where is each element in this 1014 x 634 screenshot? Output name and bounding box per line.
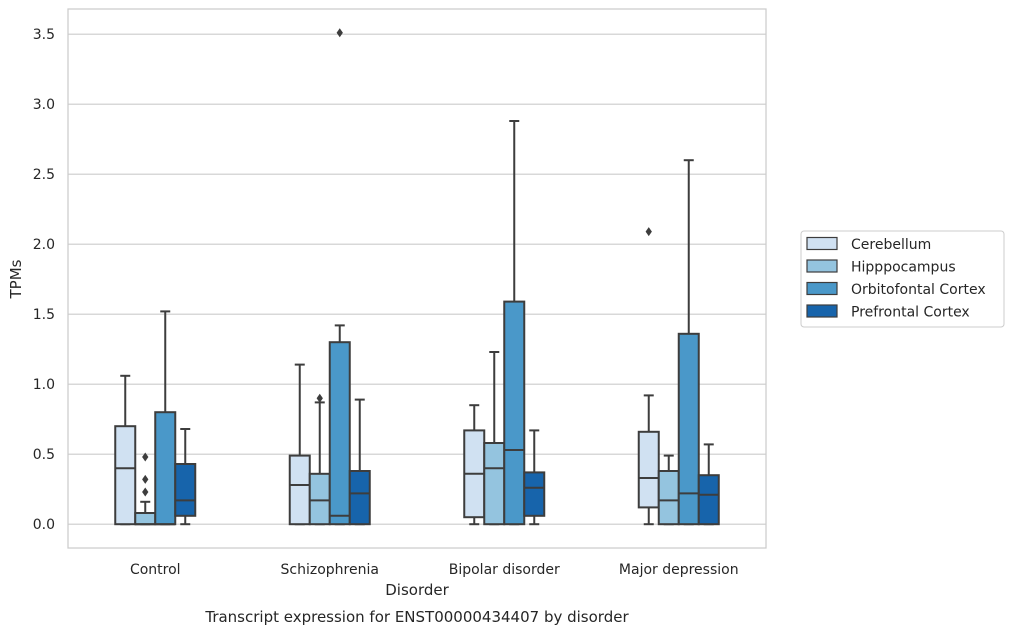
iqr-box <box>154 411 177 526</box>
box-3-0 <box>174 428 197 526</box>
iqr-box <box>308 472 331 526</box>
iqr-box <box>503 300 526 526</box>
box-0-3 <box>637 227 660 526</box>
outlier-point <box>336 28 343 38</box>
iqr-box <box>288 454 311 526</box>
iqr-box <box>114 425 137 526</box>
legend-label: Prefrontal Cortex <box>851 305 970 321</box>
legend-swatch <box>806 281 838 296</box>
legend: Cerebellum Hipppocampus Orbitofontal Corte… <box>800 230 1005 328</box>
y-tick-label: 0.0 <box>33 517 55 533</box>
box-2-3 <box>677 159 700 526</box>
outlier-point <box>645 227 652 237</box>
y-tick-label: 1.0 <box>33 377 55 393</box>
y-tick-label: 2.5 <box>33 167 55 183</box>
outlier-point <box>142 474 149 484</box>
legend-swatch <box>806 236 838 251</box>
y-tick-labels: 0.0 0.5 1.0 1.5 2.0 2.5 3.0 3.5 <box>33 27 55 533</box>
y-tick-label: 0.5 <box>33 447 55 463</box>
boxes <box>114 28 720 526</box>
chart-caption: Transcript expression for ENST0000043440… <box>204 608 629 626</box>
x-tick-label: Bipolar disorder <box>449 562 560 578</box>
y-axis-label: TPMs <box>7 259 25 299</box>
y-tick-label: 2.0 <box>33 237 55 253</box>
iqr-box <box>134 512 157 526</box>
iqr-box <box>657 470 680 526</box>
box-2-1 <box>328 28 351 526</box>
box-1-2 <box>483 351 506 526</box>
box-3-1 <box>348 398 371 526</box>
outlier-point <box>142 487 149 497</box>
y-tick-label: 3.5 <box>33 27 55 43</box>
iqr-box <box>483 442 506 526</box>
y-tick-label: 3.0 <box>33 97 55 113</box>
box-0-0 <box>114 374 137 526</box>
iqr-box <box>637 430 660 509</box>
x-tick-labels: Control Schizophrenia Bipolar disorder Majo… <box>130 562 739 578</box>
iqr-box <box>348 470 371 526</box>
iqr-box <box>523 471 546 517</box>
iqr-box <box>328 341 351 526</box>
plot-frame <box>67 8 767 549</box>
x-tick-label: Major depression <box>619 562 739 578</box>
legend-label: Hipppocampus <box>851 260 956 276</box>
iqr-box <box>174 463 197 517</box>
legend-label: Orbitofontal Cortex <box>851 282 986 298</box>
box-3-3 <box>697 443 720 526</box>
legend-frame <box>800 230 1005 328</box>
x-axis-label: Disorder <box>385 581 449 599</box>
box-1-3 <box>657 454 680 526</box>
outlier-point <box>316 393 323 403</box>
box-3-2 <box>523 429 546 526</box>
x-tick-label: Control <box>130 562 181 578</box>
y-tick-label: 1.5 <box>33 307 55 323</box>
legend-label: Cerebellum <box>851 237 931 253</box>
box-1-1 <box>308 393 331 526</box>
iqr-box <box>677 332 700 526</box>
legend-swatch <box>806 259 838 273</box>
outlier-point <box>142 452 149 462</box>
box-2-2 <box>503 120 526 526</box>
x-tick-label: Schizophrenia <box>281 562 379 578</box>
iqr-box <box>697 474 720 526</box>
legend-swatch <box>806 304 838 318</box>
